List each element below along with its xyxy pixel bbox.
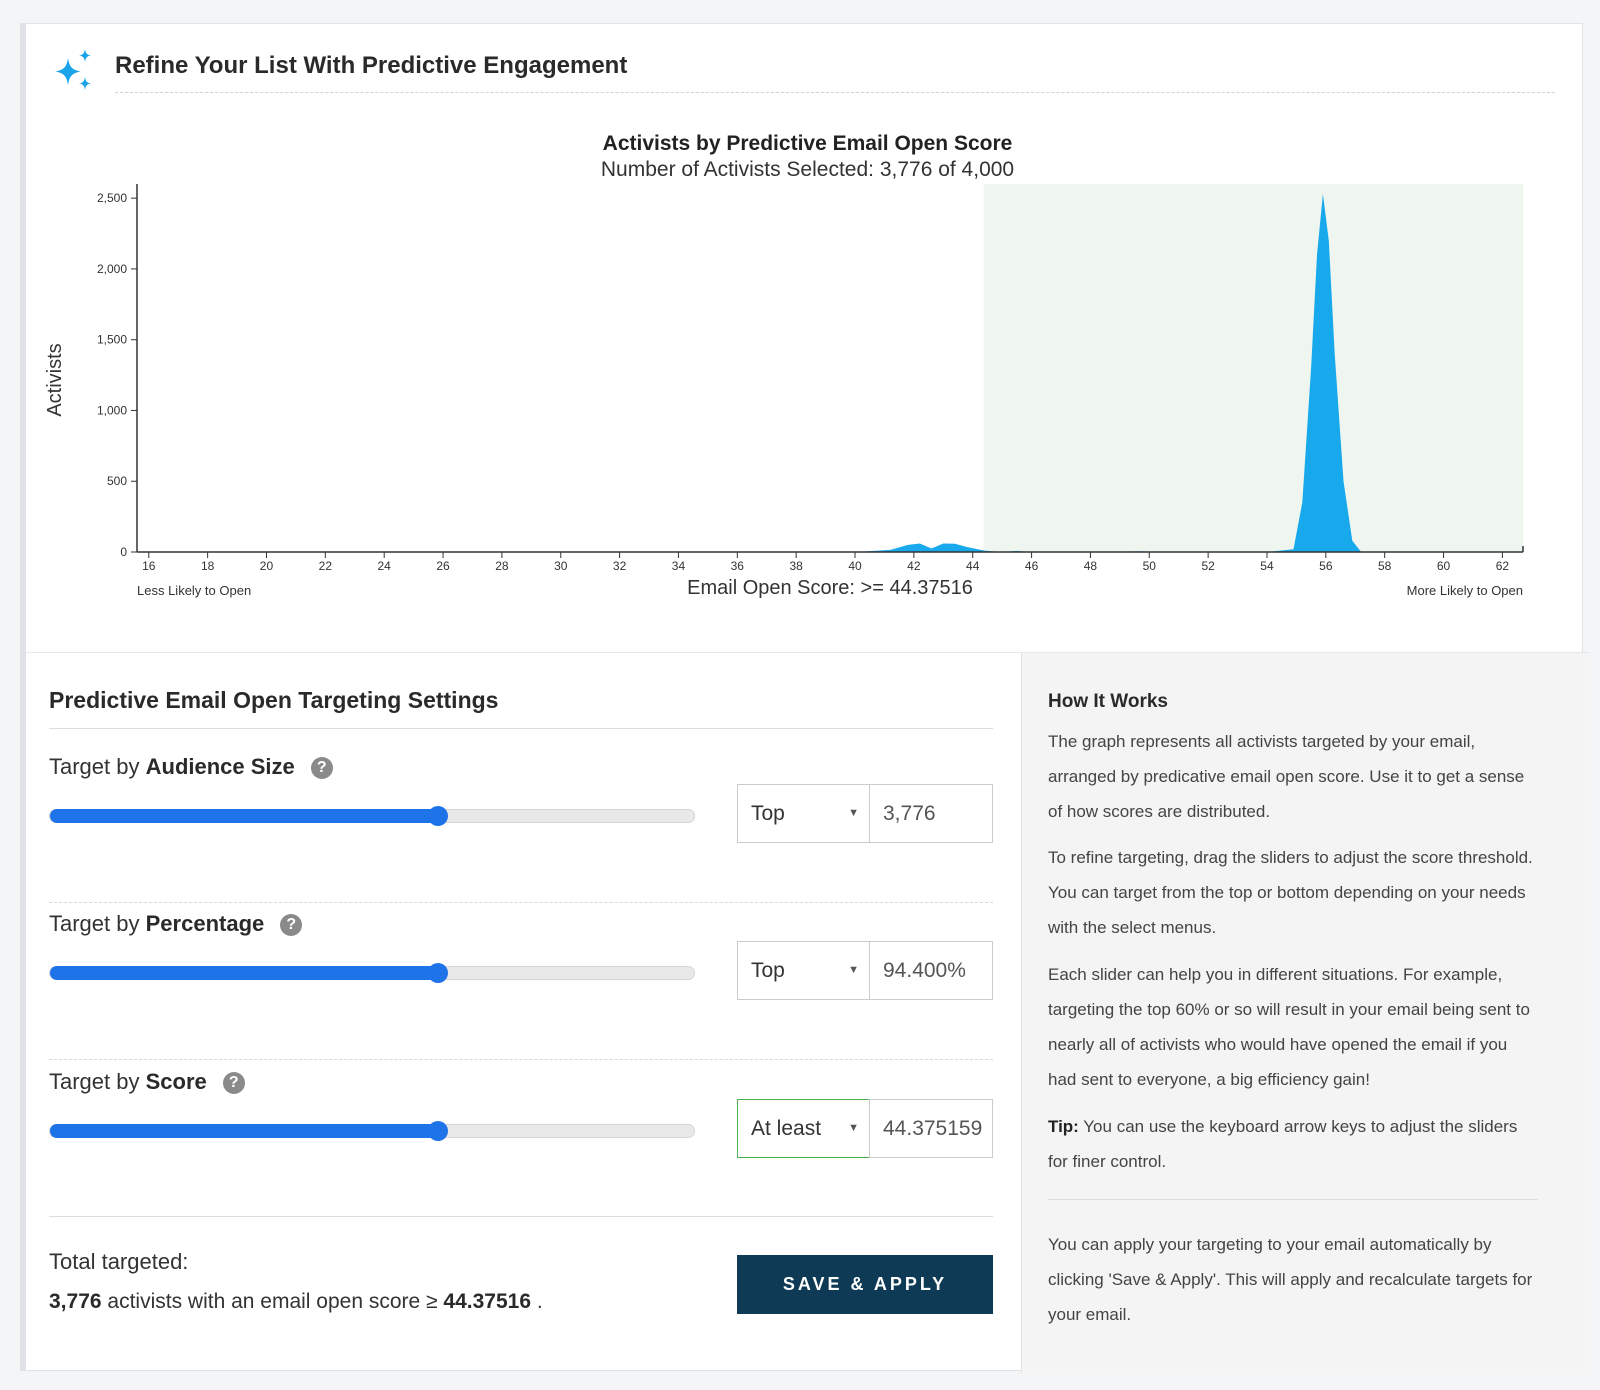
how-it-works-panel: How It Works The graph represents all ac… [1021, 653, 1589, 1373]
how-paragraph: To refine targeting, drag the sliders to… [1048, 848, 1533, 937]
x-tick-label: 18 [201, 559, 215, 573]
less-likely-label: Less Likely to Open [137, 583, 251, 598]
chart-title: Activists by Predictive Email Open Score [602, 132, 1013, 155]
audience-size-direction-select[interactable]: Top ▼ [737, 784, 870, 843]
predictive-engagement-panel: Refine Your List With Predictive Engagem… [20, 23, 1589, 1373]
x-tick-label: 22 [319, 559, 333, 573]
x-tick-label: 40 [848, 559, 862, 573]
x-tick-label: 24 [378, 559, 392, 573]
help-icon[interactable]: ? [280, 914, 303, 936]
audience-size-input[interactable]: 3,776 [869, 784, 993, 843]
percentage-slider[interactable] [49, 963, 695, 983]
x-tick-label: 20 [260, 559, 274, 573]
total-targeted-label: Total targeted: [49, 1249, 189, 1274]
x-tick-label: 34 [672, 559, 686, 573]
slider-thumb[interactable] [428, 963, 449, 983]
total-count: 3,776 [49, 1290, 102, 1313]
selection-band [983, 184, 1523, 552]
score-input[interactable]: 44.375159 [869, 1099, 993, 1158]
x-tick-label: 30 [554, 559, 568, 573]
help-icon[interactable]: ? [222, 1072, 245, 1094]
chevron-down-icon: ▼ [848, 807, 859, 819]
score-slider[interactable] [49, 1121, 695, 1141]
chevron-down-icon: ▼ [848, 1122, 859, 1134]
panel-header: Refine Your List With Predictive Engagem… [26, 24, 1582, 114]
percentage-direction-select[interactable]: Top ▼ [737, 941, 870, 1000]
x-tick-label: 52 [1201, 559, 1215, 573]
sparkle-icon [55, 49, 91, 90]
target-percentage-label: Target by Percentage? [49, 911, 303, 937]
row-divider [49, 902, 993, 903]
x-tick-label: 16 [142, 559, 156, 573]
x-tick-label: 54 [1260, 559, 1274, 573]
save-apply-button[interactable]: SAVE & APPLY [737, 1255, 993, 1314]
page-title: Refine Your List With Predictive Engagem… [115, 52, 628, 79]
how-it-works-title: How It Works [1048, 691, 1168, 712]
chart-subtitle: Number of Activists Selected: 3,776 of 4… [600, 158, 1015, 181]
row-divider [49, 1059, 993, 1060]
x-tick-label: 42 [907, 559, 921, 573]
chart-area: Activists by Predictive Email Open Score… [26, 124, 1589, 644]
y-tick-label: 500 [107, 474, 127, 488]
score-distribution-chart: 0 500 1,000 1,500 2,000 2,500 16 18 20 22 24 26 28 30… [44, 184, 1524, 599]
target-score-label: Target by Score? [49, 1069, 245, 1095]
target-score-row: Target by Score? At least ▼ 44.375159 [49, 1069, 993, 1209]
x-tick-label: 56 [1319, 559, 1333, 573]
targeting-settings: Predictive Email Open Targeting Settings… [26, 653, 1041, 1373]
more-likely-label: More Likely to Open [1407, 583, 1523, 598]
help-icon[interactable]: ? [310, 757, 333, 779]
total-divider [49, 1216, 993, 1217]
tip-paragraph: Tip: You can use the keyboard arrow keys… [1048, 1117, 1518, 1171]
slider-thumb[interactable] [428, 1121, 449, 1141]
y-tick-label: 0 [120, 545, 127, 559]
x-tick-label: 60 [1437, 559, 1451, 573]
target-audience-size-label: Target by Audience Size? [49, 754, 333, 780]
slider-fill [50, 966, 439, 980]
slider-thumb[interactable] [428, 806, 449, 826]
chevron-down-icon: ▼ [848, 964, 859, 976]
audience-size-slider[interactable] [49, 806, 695, 826]
x-tick-label: 48 [1084, 559, 1098, 573]
x-tick-label: 62 [1496, 559, 1510, 573]
how-divider [1048, 1199, 1538, 1200]
x-tick-label: 36 [731, 559, 745, 573]
x-tick-label: 38 [789, 559, 803, 573]
y-tick-label: 1,500 [97, 333, 127, 347]
target-percentage-row: Target by Percentage? Top ▼ 94.400% [49, 911, 993, 1051]
percentage-input[interactable]: 94.400% [869, 941, 993, 1000]
x-tick-label: 58 [1378, 559, 1392, 573]
settings-title: Predictive Email Open Targeting Settings [49, 687, 499, 713]
x-tick-label: 28 [495, 559, 509, 573]
y-tick-label: 1,000 [97, 403, 127, 417]
y-axis-label: Activists [44, 343, 66, 416]
total-score: 44.37516 [443, 1290, 532, 1313]
total-targeted-summary: 3,776 activists with an email open score… [49, 1290, 543, 1313]
x-tick-label: 46 [1025, 559, 1039, 573]
slider-fill [50, 809, 439, 823]
how-paragraph: Each slider can help you in different si… [1048, 965, 1530, 1089]
x-tick-label: 44 [966, 559, 980, 573]
score-direction-select[interactable]: At least ▼ [737, 1099, 870, 1158]
bottom-section: Predictive Email Open Targeting Settings… [26, 652, 1589, 1373]
slider-fill [50, 1124, 439, 1138]
title-divider [115, 92, 1555, 93]
x-tick-label: 26 [436, 559, 450, 573]
how-paragraph: You can apply your targeting to your ema… [1048, 1235, 1533, 1324]
how-paragraph: The graph represents all activists targe… [1048, 732, 1525, 821]
x-tick-label: 32 [613, 559, 627, 573]
y-tick-label: 2,500 [97, 191, 127, 205]
x-axis-label: Email Open Score: >= 44.37516 [687, 577, 973, 599]
y-tick-label: 2,000 [97, 262, 127, 276]
settings-divider [49, 728, 993, 729]
target-audience-size-row: Target by Audience Size? Top ▼ 3,776 [49, 754, 993, 894]
x-tick-label: 50 [1143, 559, 1157, 573]
